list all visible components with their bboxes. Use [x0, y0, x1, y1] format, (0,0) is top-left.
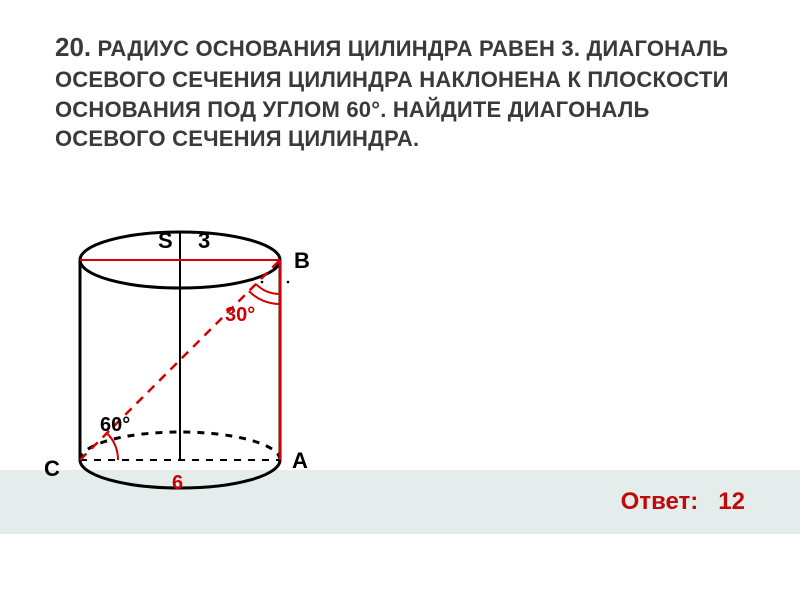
- problem-text: РАДИУС ОСНОВАНИЯ ЦИЛИНДРА РАВЕН 3. ДИАГО…: [55, 36, 729, 151]
- vertex-S: S: [158, 228, 173, 254]
- problem-number: 20.: [55, 32, 91, 62]
- diagram-svg: [50, 220, 330, 520]
- vertex-C: C: [44, 456, 60, 482]
- base-6-label: 6: [172, 472, 183, 495]
- angle-30-label: 30°: [225, 305, 255, 325]
- answer: Ответ: 12: [621, 488, 745, 516]
- problem-title: 20. РАДИУС ОСНОВАНИЯ ЦИЛИНДРА РАВЕН 3. Д…: [55, 30, 740, 154]
- radius-3: 3: [198, 228, 210, 254]
- vertex-B: B: [294, 248, 310, 274]
- answer-value: 12: [718, 488, 745, 515]
- vertex-A: A: [292, 448, 308, 474]
- angle-60-label: 60°: [100, 415, 130, 435]
- answer-prefix: Ответ:: [621, 488, 699, 515]
- cylinder-diagram: S 3 B A C 30° 60° 6: [50, 220, 330, 520]
